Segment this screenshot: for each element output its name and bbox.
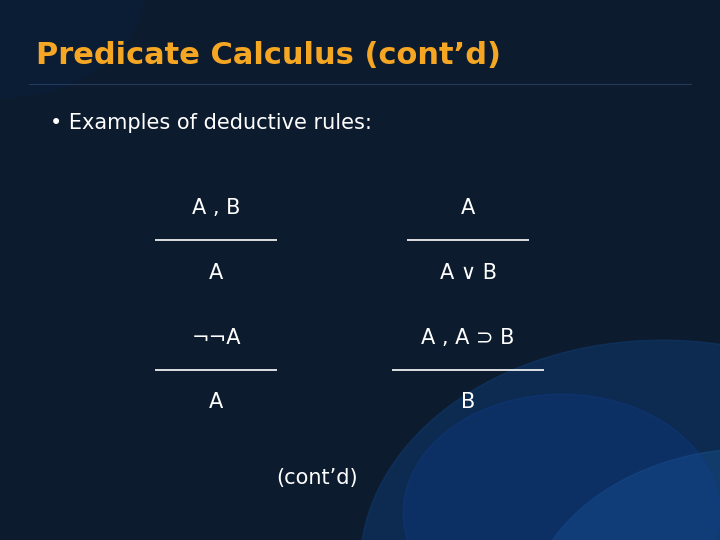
Text: Predicate Calculus (cont’d): Predicate Calculus (cont’d) <box>36 40 501 70</box>
Text: • Examples of deductive rules:: • Examples of deductive rules: <box>50 113 372 133</box>
Text: A , A ⊃ B: A , A ⊃ B <box>421 327 515 348</box>
Text: A: A <box>209 262 223 283</box>
Circle shape <box>403 394 720 540</box>
Text: A: A <box>209 392 223 413</box>
Text: A ∨ B: A ∨ B <box>439 262 497 283</box>
Text: A , B: A , B <box>192 198 240 218</box>
Circle shape <box>360 340 720 540</box>
Text: A: A <box>461 198 475 218</box>
Text: ¬¬A: ¬¬A <box>192 327 240 348</box>
Text: (cont’d): (cont’d) <box>276 468 358 488</box>
Circle shape <box>526 448 720 540</box>
Text: B: B <box>461 392 475 413</box>
Circle shape <box>0 0 144 97</box>
